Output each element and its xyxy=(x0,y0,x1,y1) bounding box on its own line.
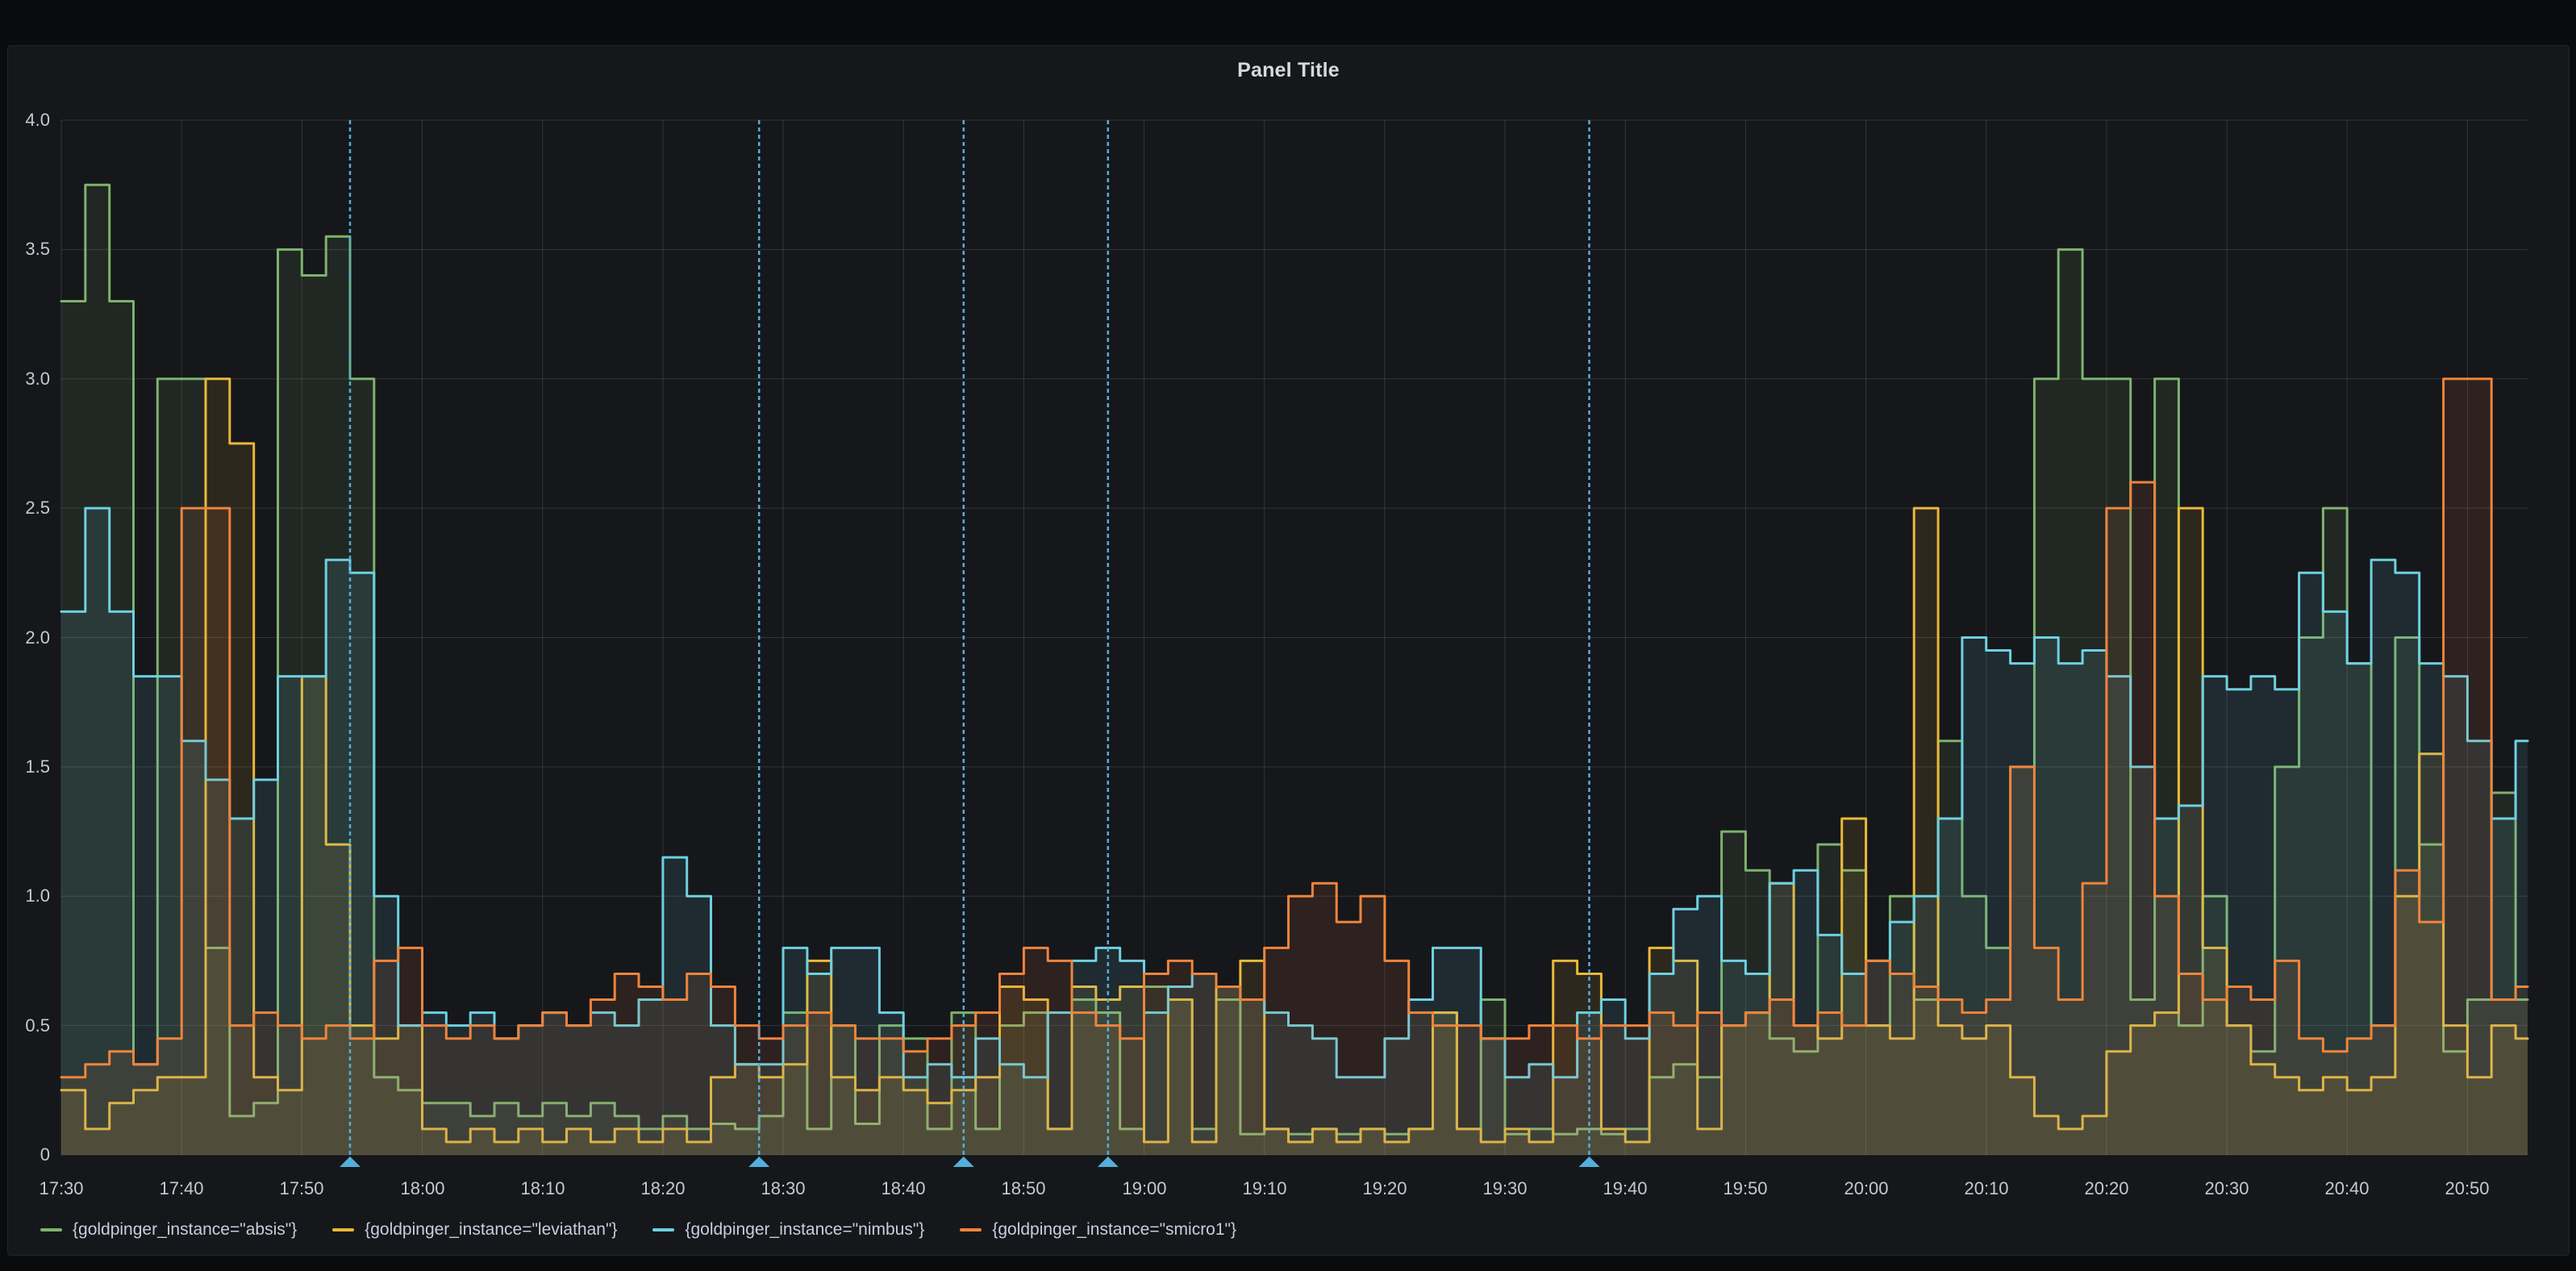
annotation-marker[interactable] xyxy=(953,1156,974,1167)
x-tick-label: 18:30 xyxy=(761,1178,805,1199)
x-tick-label: 19:20 xyxy=(1362,1178,1407,1199)
x-tick-label: 19:10 xyxy=(1242,1178,1286,1199)
x-tick-label: 18:40 xyxy=(881,1178,925,1199)
x-tick-label: 20:10 xyxy=(1964,1178,2008,1199)
x-tick-label: 19:00 xyxy=(1122,1178,1166,1199)
legend-series-label: {goldpinger_instance="absis"} xyxy=(73,1220,297,1240)
annotation-marker[interactable] xyxy=(1098,1156,1119,1167)
x-tick-label: 17:40 xyxy=(159,1178,203,1199)
x-tick-label: 18:50 xyxy=(1001,1178,1045,1199)
x-tick-label: 19:50 xyxy=(1723,1178,1767,1199)
y-tick-label: 1.5 xyxy=(0,756,50,777)
x-axis: 17:30 17:40 17:50 18:00 18:10 18:20 18:30 18:40… xyxy=(8,1178,2569,1206)
legend-series-swatch-icon xyxy=(332,1228,354,1231)
annotation-marker[interactable] xyxy=(1579,1156,1600,1167)
legend-series-swatch-icon xyxy=(960,1228,982,1231)
y-tick-label: 0 xyxy=(0,1144,50,1165)
y-tick-label: 0.5 xyxy=(0,1015,50,1036)
x-tick-label: 17:30 xyxy=(39,1178,83,1199)
time-series-chart[interactable] xyxy=(61,120,2528,1168)
y-tick-label: 4.0 xyxy=(0,110,50,131)
x-tick-label: 20:20 xyxy=(2084,1178,2128,1199)
x-tick-label: 19:30 xyxy=(1482,1178,1527,1199)
y-tick-label: 2.0 xyxy=(0,627,50,648)
x-tick-label: 20:00 xyxy=(1844,1178,1888,1199)
grafana-dashboard-background: { "panel": { "title": "Panel Title" }, "… xyxy=(0,0,2576,1271)
x-tick-label: 20:50 xyxy=(2445,1178,2489,1199)
y-tick-label: 2.5 xyxy=(0,498,50,519)
legend-item[interactable]: {goldpinger_instance="smicro1"} xyxy=(960,1220,1236,1240)
time-series-plot-area[interactable]: 00.51.01.52.02.53.03.54.0 xyxy=(61,120,2528,1155)
annotation-marker[interactable] xyxy=(748,1156,769,1167)
grafana-panel: Panel Title 00.51.01.52.02.53.03.54.0 17… xyxy=(7,45,2570,1256)
annotation-marker[interactable] xyxy=(340,1156,361,1167)
y-tick-label: 3.5 xyxy=(0,239,50,260)
x-tick-label: 18:10 xyxy=(520,1178,565,1199)
y-axis: 00.51.01.52.02.53.03.54.0 xyxy=(8,120,61,1155)
legend-series-label: {goldpinger_instance="smicro1"} xyxy=(992,1220,1236,1240)
legend-item[interactable]: {goldpinger_instance="absis"} xyxy=(40,1220,297,1240)
x-tick-label: 20:30 xyxy=(2204,1178,2249,1199)
legend-series-label: {goldpinger_instance="leviathan"} xyxy=(365,1220,617,1240)
x-tick-label: 19:40 xyxy=(1603,1178,1647,1199)
x-tick-label: 20:40 xyxy=(2324,1178,2369,1199)
x-tick-label: 18:20 xyxy=(640,1178,685,1199)
legend: {goldpinger_instance="absis"} {goldpinger… xyxy=(40,1214,1236,1246)
legend-series-swatch-icon xyxy=(652,1228,674,1231)
legend-series-swatch-icon xyxy=(40,1228,62,1231)
panel-title[interactable]: Panel Title xyxy=(8,59,2569,82)
y-tick-label: 1.0 xyxy=(0,886,50,906)
legend-series-label: {goldpinger_instance="nimbus"} xyxy=(685,1220,924,1240)
legend-item[interactable]: {goldpinger_instance="leviathan"} xyxy=(332,1220,617,1240)
legend-item[interactable]: {goldpinger_instance="nimbus"} xyxy=(652,1220,924,1240)
y-tick-label: 3.0 xyxy=(0,369,50,390)
x-tick-label: 18:00 xyxy=(400,1178,444,1199)
x-tick-label: 17:50 xyxy=(279,1178,323,1199)
